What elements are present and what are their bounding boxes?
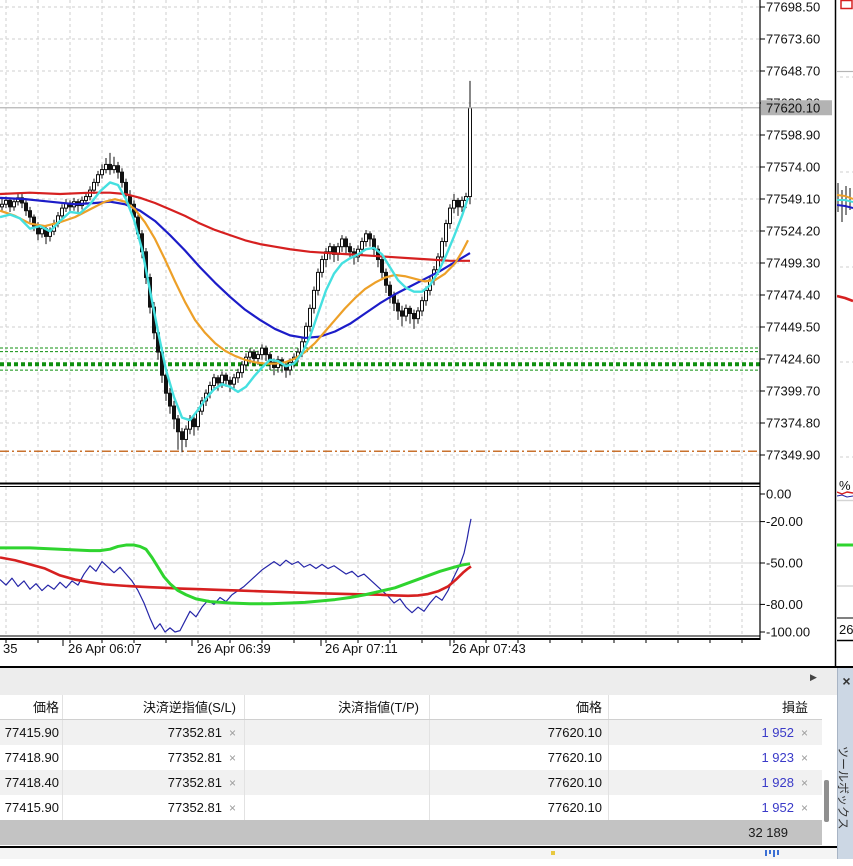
cell-value: 77620.10 xyxy=(548,750,602,765)
table-header-row: 価格決済逆指値(S/L)決済指値(T/P)価格損益 xyxy=(0,695,822,720)
oscillator-axis-label: 0.00 xyxy=(766,487,791,502)
oscillator-axis-label: -50.00 xyxy=(766,556,803,571)
position-row[interactable]: 77418.40 77352.81 × 77620.10 1 928 × xyxy=(0,770,822,795)
position-row[interactable]: 77415.90 77352.81 × 77620.10 1 952 × xyxy=(0,720,822,745)
price-chart[interactable]: 77698.5077673.6077648.7077623.8077598.90… xyxy=(0,0,837,666)
toolbox-panel: ▶ 価格決済逆指値(S/L)決済指値(T/P)価格損益77415.9077352… xyxy=(0,666,853,857)
time-axis-label: 26 Apr 06:07 xyxy=(68,641,142,656)
close-position-icon[interactable]: × xyxy=(801,796,808,820)
percent-label: % xyxy=(839,478,851,493)
price-axis-label: 77374.80 xyxy=(766,416,820,431)
toolbox-sidebar: × ツールボックス xyxy=(837,668,853,859)
column-header[interactable]: 価格 xyxy=(0,695,63,719)
cell-value: 77352.81 xyxy=(168,725,222,740)
collapse-arrow-icon[interactable]: ▶ xyxy=(810,673,817,682)
toolbox-title: ツールボックス xyxy=(835,746,852,866)
cell-value: 77352.81 xyxy=(168,775,222,790)
candlesticks xyxy=(1,81,472,452)
price-axis-label: 77648.70 xyxy=(766,64,820,79)
price-axis-label: 77673.60 xyxy=(766,32,820,47)
position-row[interactable]: 77415.90 77352.81 × 77620.10 1 952 × xyxy=(0,795,822,820)
column-header[interactable]: 決済指値(T/P) xyxy=(245,695,430,719)
positions-table: 価格決済逆指値(S/L)決済指値(T/P)価格損益77415.9077352.8… xyxy=(0,695,836,820)
price-axis-label: 77474.40 xyxy=(766,288,820,303)
price-axis-label: 77698.50 xyxy=(766,0,820,15)
table-scrollbar[interactable] xyxy=(824,780,829,822)
cell-value: 77415.90 xyxy=(5,725,59,740)
oscillator-axis-label: -20.00 xyxy=(766,514,803,529)
cell-value: 77620.10 xyxy=(548,775,602,790)
cell-value: 77418.40 xyxy=(5,775,59,790)
close-position-icon[interactable]: × xyxy=(229,771,236,795)
time-axis-label: 26 Apr 07:11 xyxy=(325,641,398,656)
oscillator-line-blue xyxy=(0,519,471,632)
total-profit: 32 189 xyxy=(0,820,822,845)
close-position-icon[interactable]: × xyxy=(801,721,808,745)
price-axis-label: 77424.60 xyxy=(766,352,820,367)
mini-chart-marks xyxy=(777,850,779,855)
price-axis-label: 77399.70 xyxy=(766,384,820,399)
strip-date-label: 26 xyxy=(839,622,853,637)
secondary-chart-strip[interactable]: % 26 xyxy=(837,0,853,671)
column-header[interactable]: 決済逆指値(S/L) xyxy=(63,695,245,719)
oscillator-axis-label: -80.00 xyxy=(766,597,803,612)
cell-value: 77352.81 xyxy=(168,800,222,815)
profit-value: 1 928 xyxy=(761,775,794,790)
gridlines xyxy=(0,0,760,636)
close-position-icon[interactable]: × xyxy=(801,746,808,770)
time-axis[interactable]: 35 26 Apr 06:07 26 Apr 06:39 26 Apr 07:11 26… xyxy=(3,640,742,656)
price-axis-label: 77499.30 xyxy=(766,256,820,271)
price-axis-label: 77598.90 xyxy=(766,128,820,143)
current-price-badge-label: 77620.10 xyxy=(766,100,820,115)
time-axis-label: 35 xyxy=(3,641,17,656)
mini-chart-marks xyxy=(765,850,767,856)
position-row[interactable]: 77418.90 77352.81 × 77620.10 1 923 × xyxy=(0,745,822,770)
cell-value: 77415.90 xyxy=(5,800,59,815)
price-axis-label: 77549.10 xyxy=(766,192,820,207)
price-axis[interactable]: 77698.5077673.6077648.7077623.8077598.90… xyxy=(760,0,832,640)
profit-value: 1 952 xyxy=(761,725,794,740)
mini-chart-marks xyxy=(769,850,771,854)
price-axis-label: 77524.20 xyxy=(766,224,820,239)
mini-chart-marks xyxy=(551,851,555,855)
cell-value: 77352.81 xyxy=(168,750,222,765)
bottom-strip xyxy=(0,848,837,859)
close-position-icon[interactable]: × xyxy=(229,746,236,770)
cell-value: 77418.90 xyxy=(5,750,59,765)
close-position-icon[interactable]: × xyxy=(229,721,236,745)
level-lines xyxy=(0,348,760,451)
time-axis-label: 26 Apr 06:39 xyxy=(197,641,271,656)
close-position-icon[interactable]: × xyxy=(801,771,808,795)
toolbox-top-strip xyxy=(0,668,837,695)
mini-chart-marks xyxy=(773,850,775,857)
profit-value: 1 952 xyxy=(761,800,794,815)
toolbox-close-button[interactable]: × xyxy=(840,674,853,689)
close-position-icon[interactable]: × xyxy=(229,796,236,820)
price-axis-label: 77349.90 xyxy=(766,448,820,463)
profit-value: 1 923 xyxy=(761,750,794,765)
red-box-mark xyxy=(841,1,852,9)
main-chart-window[interactable]: 77698.5077673.6077648.7077623.8077598.90… xyxy=(0,0,837,671)
secondary-chart: % 26 xyxy=(837,0,853,666)
price-axis-label: 77574.00 xyxy=(766,160,820,175)
cell-value: 77620.10 xyxy=(548,800,602,815)
cell-value: 77620.10 xyxy=(548,725,602,740)
oscillator-axis-label: -100.00 xyxy=(766,625,810,640)
time-axis-label: 26 Apr 07:43 xyxy=(452,641,526,656)
price-axis-label: 77449.50 xyxy=(766,320,820,335)
column-header[interactable]: 損益 xyxy=(609,695,822,719)
column-header[interactable]: 価格 xyxy=(430,695,609,719)
